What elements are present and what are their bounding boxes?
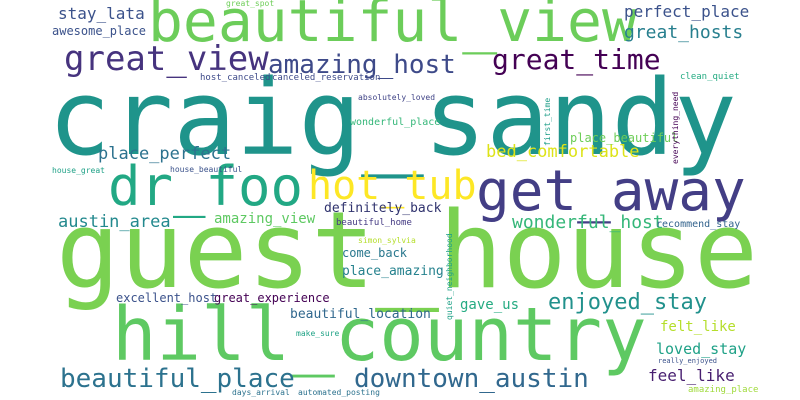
word-wonderful-host: wonderful_host: [512, 212, 664, 233]
word-absolutely-loved: absolutely_loved: [358, 93, 436, 102]
word-great-view: great_view: [64, 39, 269, 79]
word-get-away: get_away: [476, 159, 746, 224]
word-austin-area: austin_area: [58, 212, 171, 232]
word-guest-house: guest_house: [56, 189, 758, 312]
word-stay-lata: stay_lata: [58, 4, 145, 23]
word-really-enjoyed: really_enjoyed: [658, 357, 718, 365]
word-amazing-host: amazing_host: [268, 50, 456, 80]
word-house-beautiful: house_beautiful: [170, 165, 243, 174]
word-canceled-reservation: canceled_reservation: [272, 73, 381, 83]
word-quiet-neighborhood: quiet_neighborhood: [445, 233, 454, 320]
word-beautiful-place: beautiful_place: [60, 364, 295, 394]
word-great-time: great_time: [492, 43, 661, 76]
word-great-experience: great_experience: [214, 291, 330, 305]
word-definitely-back: definitely_back: [324, 201, 442, 216]
word-great-hosts: great_hosts: [624, 22, 744, 43]
word-host-canceled: host_canceled: [200, 73, 271, 83]
word-awesome-place: awesome_place: [52, 24, 146, 38]
word-place-beautiful: place_beautiful: [570, 131, 679, 145]
word-place-perfect: place_perfect: [98, 144, 232, 164]
word-dr-foo: dr_foo: [108, 155, 304, 218]
word-clean-quiet: clean_quiet: [680, 72, 740, 82]
word-hot-tub: hot_tub: [308, 163, 477, 209]
word-perfect-place: perfect_place: [624, 2, 750, 21]
word-gave-us: gave_us: [460, 297, 520, 313]
word-loved-stay: loved_stay: [656, 340, 747, 358]
word-beautiful-home: beautiful_home: [336, 218, 412, 228]
word-enjoyed-stay: enjoyed_stay: [548, 290, 707, 315]
word-beautiful-view: beautiful_view: [148, 0, 637, 55]
word-make-sure: make_sure: [296, 329, 340, 338]
word-downtown-austin: downtown_austin: [354, 364, 589, 394]
word-everything-need: everything_need: [671, 91, 680, 164]
word-days-arrival: days_arrival: [232, 388, 290, 397]
word-beautiful-location: beautiful_location: [290, 307, 431, 322]
word-craig-sandy: craig_sandy: [48, 57, 737, 179]
word-wonderful-place: wonderful_place: [350, 117, 441, 128]
word-feel-like: feel_like: [648, 366, 735, 385]
word-recommend-stay: recommend_stay: [656, 219, 741, 230]
word-hill-country: hill_country: [112, 292, 647, 378]
word-bed-comfortable: bed_comfortable: [486, 142, 640, 162]
word-great-spot: great_spot: [226, 0, 275, 8]
word-amazing-place: amazing_place: [688, 385, 759, 395]
word-excellent-host: excellent_host: [116, 291, 218, 305]
word-amazing-view: amazing_view: [214, 211, 316, 227]
word-first-time: first_time: [543, 97, 552, 146]
word-house-great: house_great: [52, 166, 105, 175]
word-come-back: come_back: [342, 246, 408, 260]
word-automated-posting: automated_posting: [298, 388, 380, 397]
word-place-amazing: place_amazing: [342, 264, 444, 279]
word-simon-sylvia: simon_sylvia: [358, 236, 416, 245]
word-felt-like: felt_like: [660, 319, 736, 335]
